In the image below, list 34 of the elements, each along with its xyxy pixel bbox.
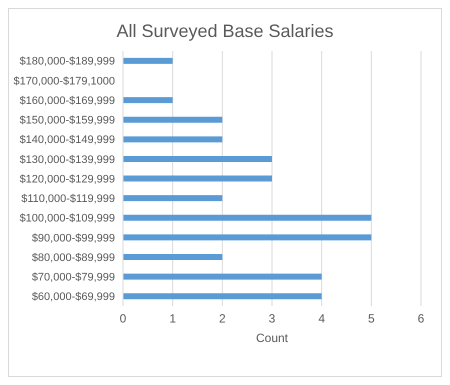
bar: [123, 214, 372, 221]
bar: [123, 156, 272, 162]
bar: [123, 136, 222, 142]
x-tick-label: 4: [318, 312, 326, 326]
chart-title: All Surveyed Base Salaries: [115, 21, 335, 43]
y-tick-label: $130,000-$139,999: [20, 154, 115, 166]
x-tick-label: 5: [368, 312, 375, 326]
x-tick-label: 1: [169, 312, 176, 326]
y-tick-label: $80,000-$89,999: [32, 252, 115, 264]
y-tick-label: $110,000-$119,999: [21, 193, 115, 206]
x-tick-label: 2: [218, 312, 226, 326]
y-tick-label: $160,000-$169,999: [20, 94, 115, 107]
bar: [123, 293, 322, 300]
bar: [123, 254, 222, 260]
y-tick-label: $170,000-$179,1000: [13, 75, 115, 88]
bar: [123, 176, 272, 182]
bar: [123, 58, 173, 64]
y-tick-label: $90,000-$99,999: [32, 232, 115, 244]
x-tick-label: 6: [418, 312, 425, 326]
x-tick-label: 3: [268, 312, 276, 326]
bar: [123, 195, 222, 202]
y-tick-label: $150,000-$159,999: [20, 114, 115, 127]
y-tick-label: $180,000-$189,999: [20, 56, 115, 68]
y-tick-label: $100,000-$109,999: [20, 212, 115, 225]
bar: [123, 116, 222, 123]
bar: [123, 97, 173, 104]
y-tick-label: $60,000-$69,999: [32, 291, 115, 304]
bar: [123, 234, 372, 240]
x-tick-label: 0: [120, 312, 127, 326]
y-tick-label: $140,000-$149,999: [20, 134, 115, 146]
x-axis-title: Count: [256, 331, 289, 345]
y-tick-label: $120,000-$129,999: [20, 173, 115, 186]
y-tick-label: $70,000-$79,999: [32, 271, 115, 284]
bar: [123, 274, 322, 280]
